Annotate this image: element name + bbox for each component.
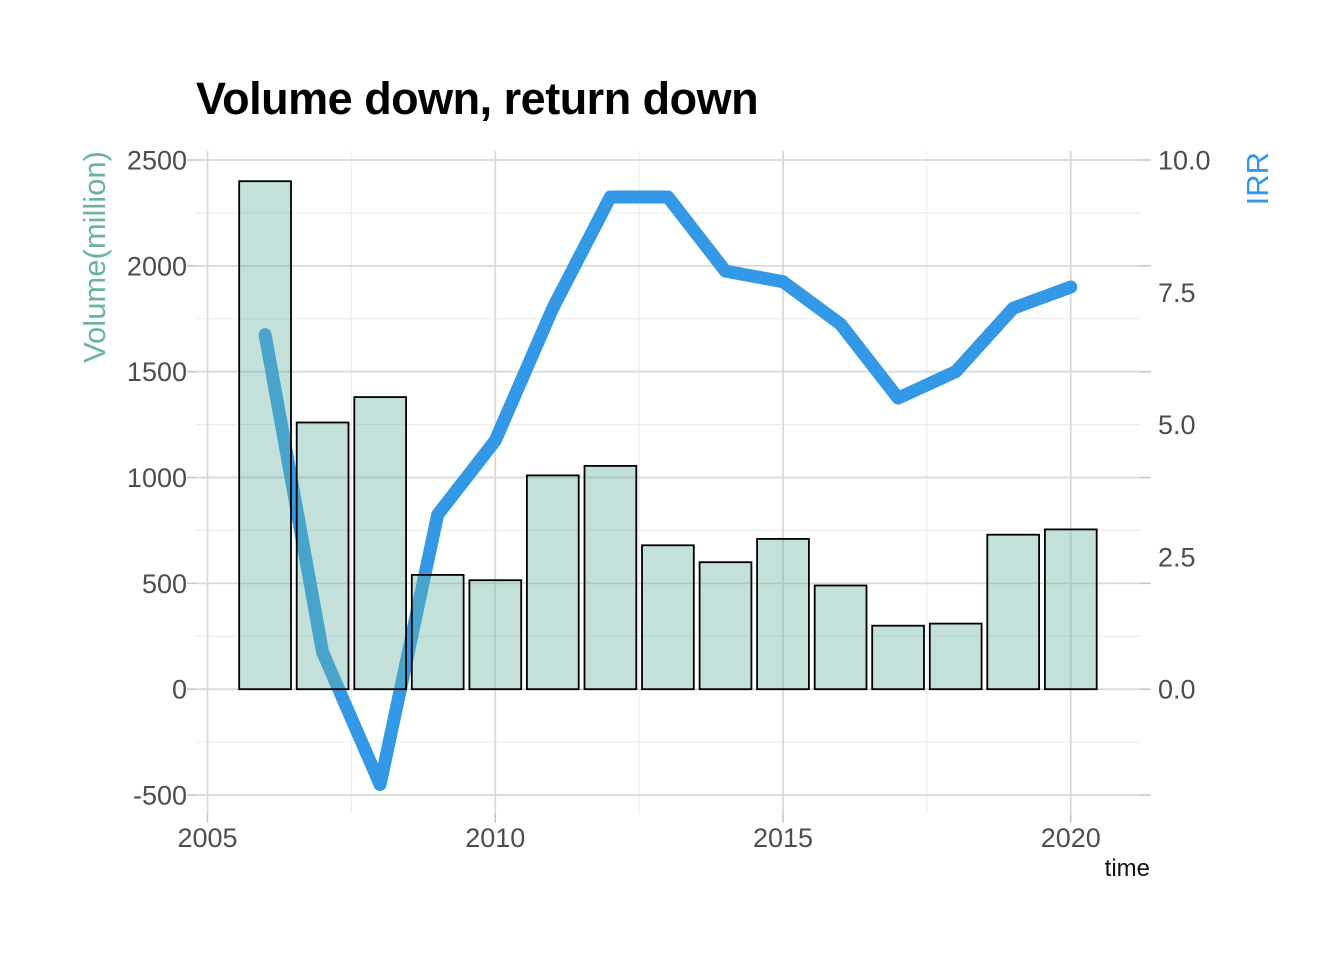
y-left-tick-label: 2000 bbox=[127, 251, 187, 281]
x-tick-label: 2010 bbox=[465, 823, 525, 853]
bar-2011 bbox=[526, 474, 580, 691]
x-tick-label: 2015 bbox=[753, 823, 813, 853]
bar-2020 bbox=[1044, 528, 1098, 691]
y-left-tick-label: -500 bbox=[133, 780, 187, 810]
gridlines-minor bbox=[195, 151, 1140, 814]
bar-2015 bbox=[756, 538, 810, 691]
axis-tick-marks bbox=[186, 159, 1151, 823]
y-right-tick-labels: 0.0 2.5 5.0 7.5 10.0 bbox=[1158, 145, 1211, 704]
y-right-tick-label: 5.0 bbox=[1158, 410, 1196, 440]
y-right-axis-title: IRR bbox=[1240, 152, 1275, 205]
chart-title: Volume down, return down bbox=[196, 73, 758, 124]
y-left-tick-label: 0 bbox=[172, 675, 187, 705]
x-tick-label: 2005 bbox=[177, 823, 237, 853]
bar-2014 bbox=[698, 561, 753, 691]
bar-2016 bbox=[813, 584, 868, 691]
y-left-tick-label: 500 bbox=[142, 569, 187, 599]
y-left-tick-label: 2500 bbox=[127, 145, 187, 175]
bar-2008 bbox=[353, 396, 407, 691]
y-right-tick-label: 10.0 bbox=[1158, 145, 1211, 175]
bar-2017 bbox=[871, 624, 925, 691]
irr-line bbox=[258, 190, 1078, 791]
bar-2019 bbox=[986, 533, 1040, 691]
y-right-tick-label: 7.5 bbox=[1158, 278, 1196, 308]
x-tick-label: 2020 bbox=[1041, 823, 1101, 853]
irr-line-series bbox=[258, 190, 1078, 791]
bar-2012 bbox=[583, 464, 638, 691]
bar-2010 bbox=[468, 579, 523, 691]
bar-2007 bbox=[295, 421, 350, 691]
y-left-tick-label: 1500 bbox=[127, 357, 187, 387]
bar-2009 bbox=[410, 574, 465, 691]
y-right-tick-label: 2.5 bbox=[1158, 542, 1196, 572]
x-axis-tick-labels: 2005 2010 2015 2020 bbox=[177, 823, 1100, 853]
y-right-tick-label: 0.0 bbox=[1158, 675, 1196, 705]
y-left-tick-labels: -500 0 500 1000 1500 2000 2500 bbox=[127, 145, 187, 810]
gridlines-major bbox=[195, 151, 1140, 814]
y-left-axis-title: Volume(million) bbox=[77, 151, 112, 363]
bar-2018 bbox=[928, 622, 983, 691]
y-left-tick-label: 1000 bbox=[127, 463, 187, 493]
bar-2013 bbox=[641, 544, 695, 691]
volume-bar-series bbox=[238, 180, 1098, 691]
bar-2006 bbox=[238, 180, 292, 691]
x-axis-title: time bbox=[1105, 855, 1150, 882]
